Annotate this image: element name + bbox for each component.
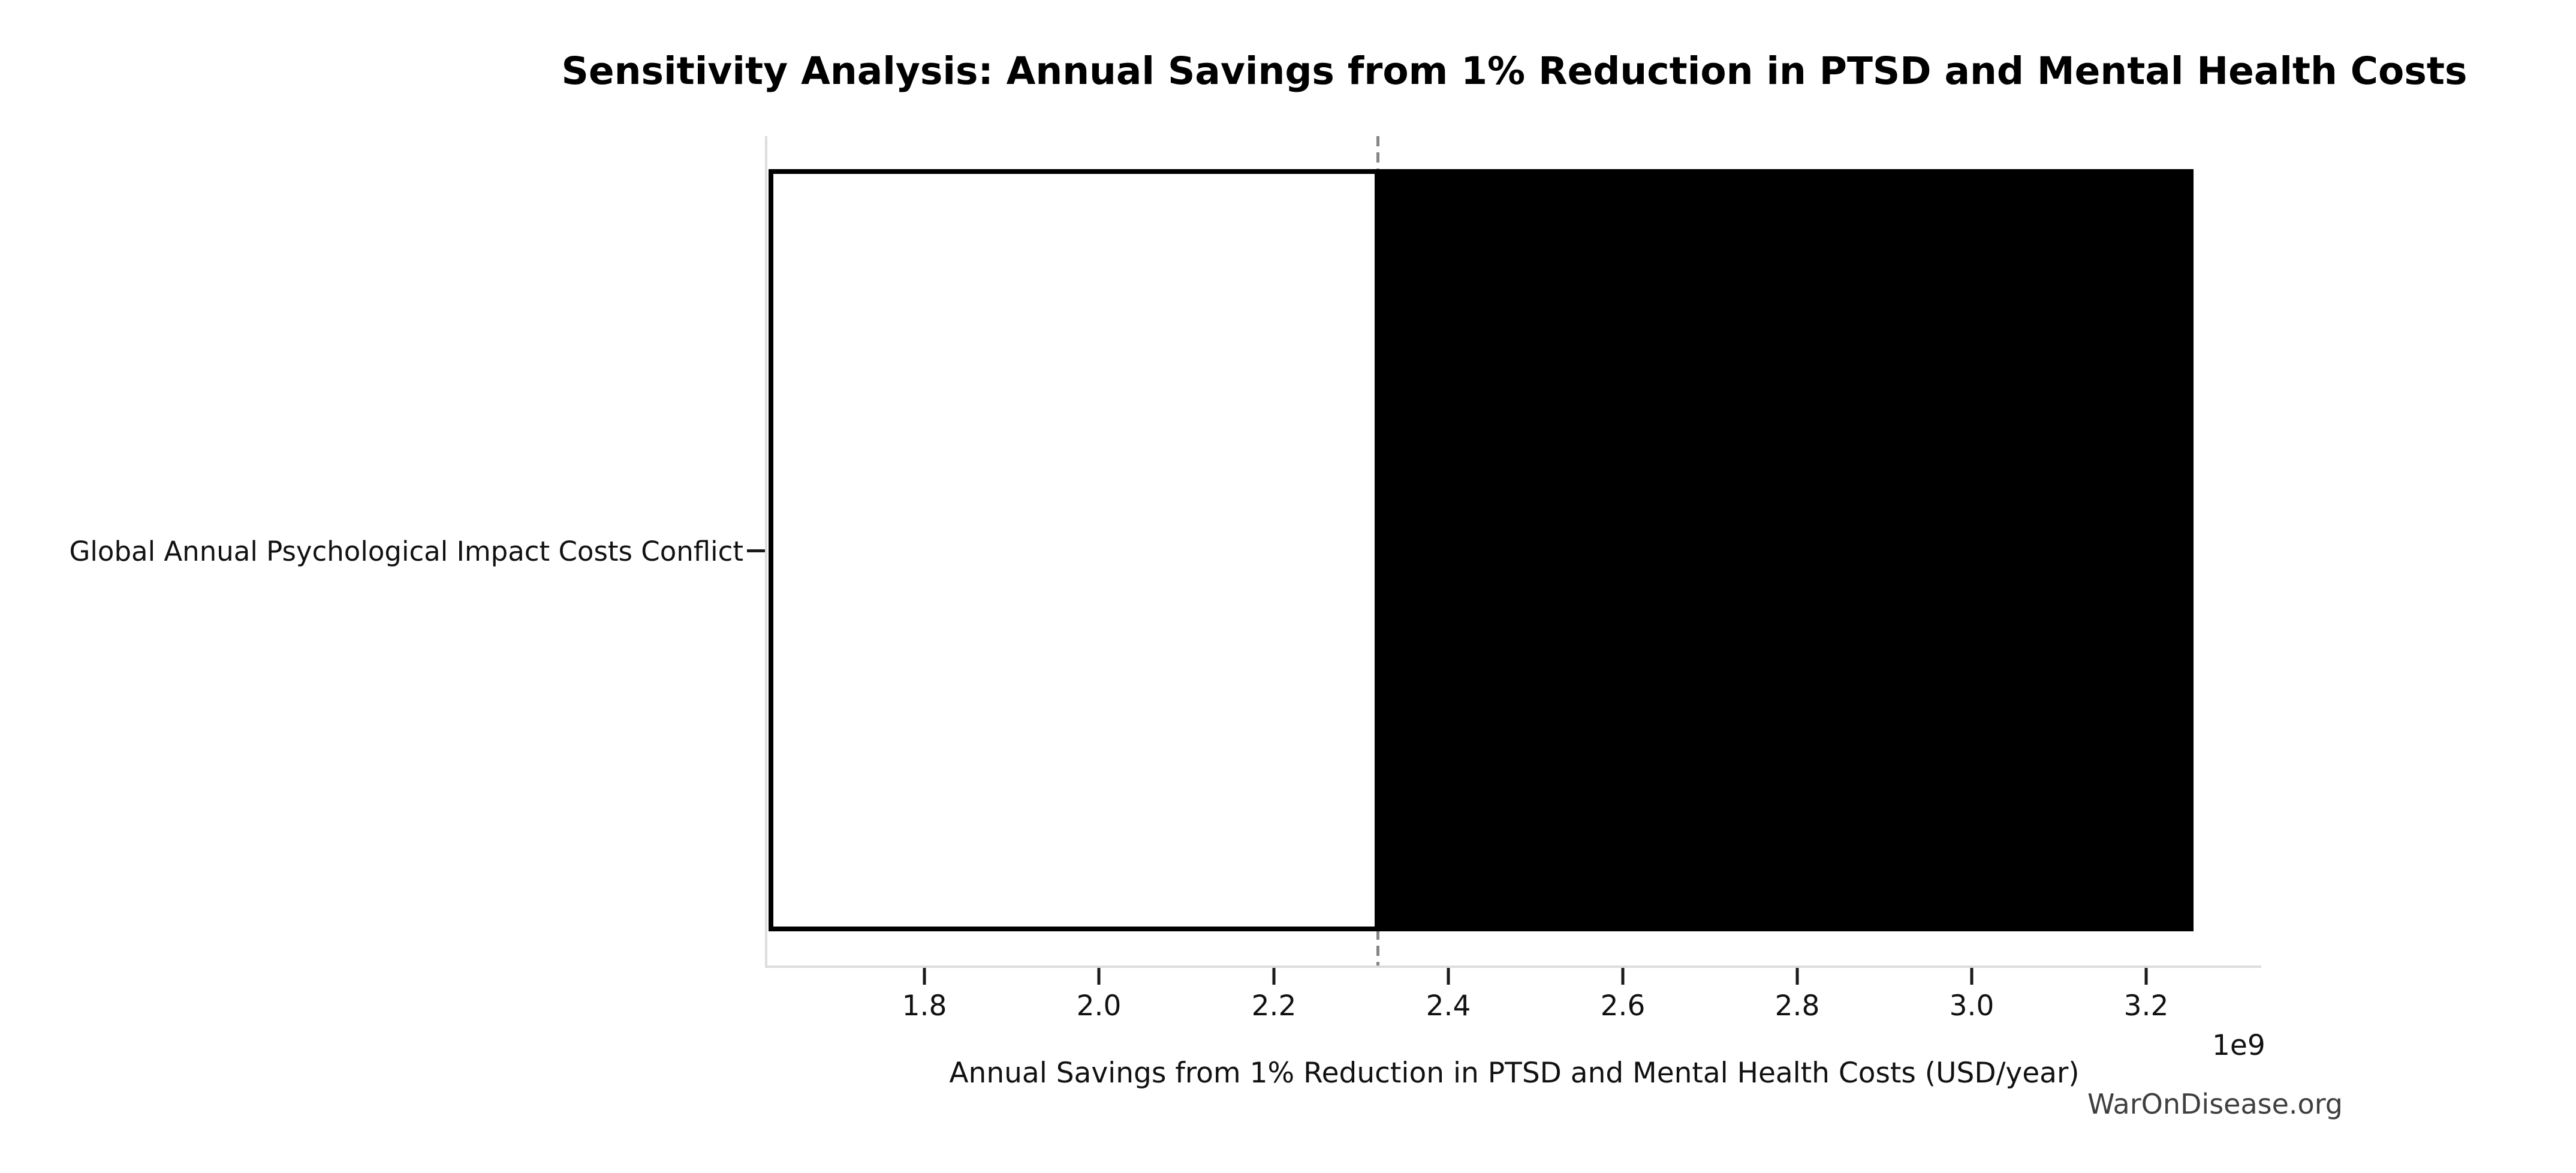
x-axis-tick-label: 1.8 <box>902 989 947 1022</box>
x-axis-tick-mark <box>923 968 926 985</box>
x-axis-tick-mark <box>1447 968 1450 985</box>
x-axis-tick-label: 2.6 <box>1600 989 1646 1022</box>
tornado-bar-low-segment <box>769 169 1379 931</box>
x-axis-tick-label: 2.4 <box>1426 989 1471 1022</box>
x-axis-tick-mark <box>1795 968 1799 985</box>
x-axis-tick-label: 2.8 <box>1774 989 1820 1022</box>
x-axis-tick-mark <box>1970 968 1974 985</box>
y-axis-category-label: Global Annual Psychological Impact Costs… <box>69 536 743 567</box>
x-axis-tick-mark <box>1272 968 1276 985</box>
watermark-label: WarOnDisease.org <box>2087 1088 2343 1120</box>
plot-area <box>765 136 2261 968</box>
x-axis-tick-mark <box>2144 968 2148 985</box>
x-axis-tick-label: 2.0 <box>1076 989 1122 1022</box>
tornado-bar-high-segment <box>1378 169 2194 931</box>
x-axis-label: Annual Savings from 1% Reduction in PTSD… <box>949 1057 2080 1090</box>
y-axis-tick-mark <box>747 549 765 552</box>
x-axis-tick-label: 3.0 <box>1949 989 1994 1022</box>
x-axis-tick-label: 3.2 <box>2123 989 2169 1022</box>
x-axis-offset-label: 1e9 <box>2212 1029 2265 1062</box>
chart-title: Sensitivity Analysis: Annual Savings fro… <box>561 49 2467 93</box>
x-axis-tick-mark <box>1621 968 1625 985</box>
x-axis-tick-mark <box>1097 968 1101 985</box>
x-axis-tick-label: 2.2 <box>1251 989 1297 1022</box>
